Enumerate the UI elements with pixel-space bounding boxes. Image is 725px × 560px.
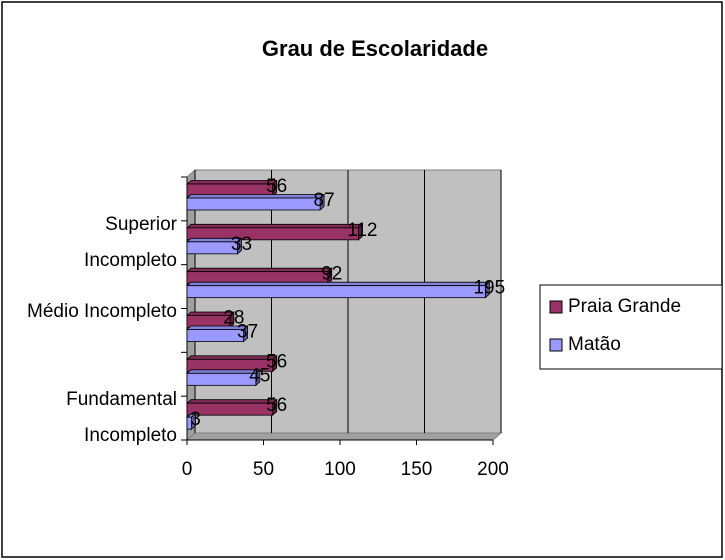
- x-tick-label: 200: [477, 459, 509, 480]
- x-tick-label: 0: [182, 459, 193, 480]
- bar: [185, 398, 278, 417]
- legend-label: Praia Grande: [568, 296, 681, 317]
- bar: [185, 412, 197, 431]
- bar: [185, 354, 278, 373]
- legend-swatch: [549, 338, 563, 352]
- bar: [185, 311, 235, 329]
- data-label: 195: [473, 278, 505, 299]
- bar: [185, 325, 249, 343]
- y-tick-label: Fundamental Incompleto: [66, 389, 177, 447]
- data-label: 37: [237, 322, 258, 343]
- bar-face: [185, 267, 333, 273]
- bar-face: [186, 227, 359, 241]
- data-label: 92: [321, 264, 342, 285]
- data-label: 3: [190, 409, 201, 430]
- legend-box: [539, 284, 723, 370]
- data-label: 45: [249, 365, 270, 386]
- bar-face: [186, 329, 245, 342]
- legend-label: Matão: [568, 334, 621, 355]
- data-label: 28: [223, 308, 244, 329]
- bar-face: [186, 197, 321, 211]
- bar-face: [186, 372, 257, 386]
- floor: [185, 432, 503, 441]
- bar: [185, 267, 333, 285]
- bar: [185, 179, 278, 197]
- bar-face: [185, 399, 278, 404]
- bar: [185, 368, 261, 387]
- chart-title: Grau de Escolaridade: [262, 36, 488, 61]
- bar-face: [185, 355, 278, 360]
- data-label: 56: [266, 176, 287, 197]
- data-label: 56: [266, 351, 287, 372]
- legend-swatch: [549, 300, 563, 314]
- x-tick-label: 150: [401, 459, 433, 480]
- bar-face: [186, 416, 192, 430]
- data-label: 56: [266, 395, 287, 416]
- data-label: 87: [314, 190, 335, 211]
- x-tick-label: 100: [324, 459, 356, 480]
- x-tick-label: 50: [253, 459, 274, 480]
- y-tick-label: Médio Incompleto: [27, 301, 177, 323]
- bar-face: [186, 241, 238, 255]
- bar-face: [186, 402, 274, 416]
- data-label: 112: [347, 220, 377, 241]
- bar: [185, 281, 491, 299]
- bar-face: [185, 180, 278, 185]
- bar-face: [186, 285, 486, 299]
- bar-face: [185, 223, 364, 229]
- bar: [185, 237, 243, 255]
- bar: [185, 193, 326, 211]
- data-label: 33: [231, 234, 252, 255]
- y-tick-label: Superior Incompleto: [84, 213, 177, 271]
- bar: [185, 223, 364, 241]
- bar-face: [185, 194, 326, 199]
- bar-face: [185, 281, 491, 287]
